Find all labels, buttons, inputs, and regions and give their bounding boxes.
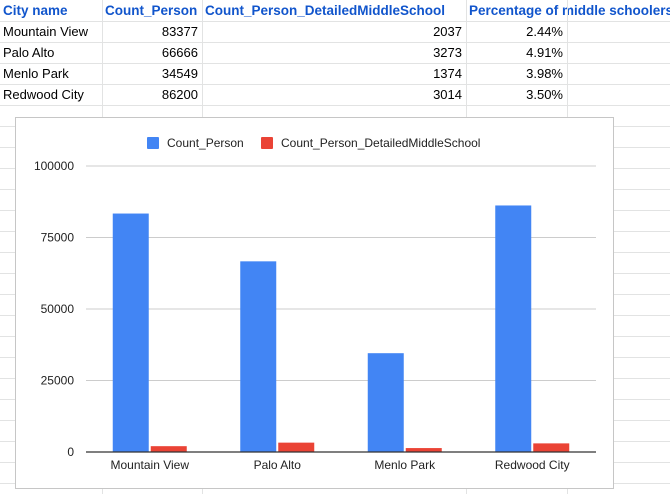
grid-row-line [0,42,670,43]
bar-count-middle-school[interactable] [533,443,570,452]
legend-label: Count_Person [167,136,244,150]
column-header-count-person[interactable]: Count_Person [105,3,198,18]
column-header-city-name[interactable]: City name [3,3,68,18]
count-person-cell[interactable]: 66666 [161,45,198,60]
count-middle-school-cell[interactable]: 3014 [433,87,462,102]
count-middle-school-cell[interactable]: 1374 [433,66,462,81]
percentage-cell[interactable]: 4.91% [526,45,563,60]
count-person-cell[interactable]: 86200 [161,87,198,102]
bar-count-middle-school[interactable] [405,448,442,452]
city-cell[interactable]: Menlo Park [3,66,69,81]
legend-swatch [147,137,159,149]
count-person-cell[interactable]: 34549 [161,66,198,81]
column-header-percentage[interactable]: Percentage of middle schoolers [469,3,670,18]
legend-swatch [261,137,273,149]
grid-row-line [0,84,670,85]
grid-row-line [0,63,670,64]
column-header-count-middle-school[interactable]: Count_Person_DetailedMiddleSchool [205,3,446,18]
city-cell[interactable]: Palo Alto [3,45,55,60]
percentage-cell[interactable]: 2.44% [526,24,563,39]
count-person-cell[interactable]: 83377 [161,24,198,39]
bar-count-person[interactable] [240,261,277,452]
x-tick-label: Mountain View [111,458,190,472]
grid-row-line [0,21,670,22]
bar-count-person[interactable] [495,205,532,452]
count-middle-school-cell[interactable]: 3273 [433,45,462,60]
y-tick-label: 0 [67,445,74,459]
city-cell[interactable]: Redwood City [3,87,84,102]
percentage-cell[interactable]: 3.50% [526,87,563,102]
grid-row-line [0,105,670,106]
bar-count-middle-school[interactable] [278,442,315,452]
y-tick-label: 100000 [34,159,74,173]
y-tick-label: 75000 [41,231,75,245]
x-tick-label: Redwood City [495,458,570,472]
x-tick-label: Palo Alto [254,458,302,472]
bar-count-middle-school[interactable] [150,446,187,452]
city-cell[interactable]: Mountain View [3,24,89,39]
y-tick-label: 25000 [41,374,75,388]
bar-count-person[interactable] [112,213,149,452]
y-tick-label: 50000 [41,302,75,316]
percentage-cell[interactable]: 3.98% [526,66,563,81]
count-middle-school-cell[interactable]: 2037 [433,24,462,39]
embedded-bar-chart[interactable]: 0 25000 50000 75000 100000 Mountain View Palo … [15,117,614,489]
legend-label: Count_Person_DetailedMiddleSchool [281,136,480,150]
x-tick-label: Menlo Park [374,458,436,472]
chart-canvas: 0 25000 50000 75000 100000 Mountain View Palo … [34,136,596,472]
bar-count-person[interactable] [367,353,404,452]
